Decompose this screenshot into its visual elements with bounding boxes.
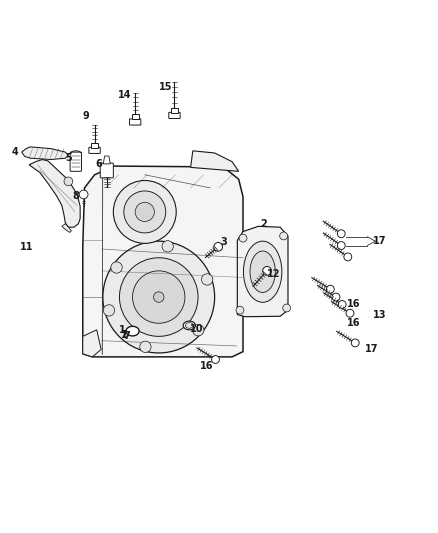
Polygon shape: [83, 166, 243, 357]
Text: 6: 6: [95, 159, 102, 169]
Polygon shape: [191, 151, 239, 171]
Text: 11: 11: [20, 242, 34, 252]
Circle shape: [103, 305, 115, 316]
Polygon shape: [29, 159, 80, 227]
Circle shape: [283, 304, 290, 312]
Circle shape: [201, 274, 213, 285]
FancyBboxPatch shape: [130, 119, 141, 125]
Circle shape: [120, 258, 198, 336]
Ellipse shape: [126, 326, 139, 336]
Circle shape: [162, 240, 173, 252]
Circle shape: [140, 341, 151, 352]
Text: 17: 17: [365, 344, 378, 353]
Polygon shape: [62, 224, 71, 232]
Text: 12: 12: [267, 269, 280, 279]
Circle shape: [351, 339, 359, 347]
Circle shape: [337, 241, 345, 249]
Text: 7: 7: [123, 332, 130, 341]
FancyBboxPatch shape: [89, 147, 100, 154]
Text: 17: 17: [373, 236, 386, 246]
Text: 7: 7: [120, 330, 127, 341]
Polygon shape: [237, 227, 288, 317]
Text: 13: 13: [373, 310, 386, 320]
Text: 16: 16: [200, 361, 213, 371]
Circle shape: [111, 262, 122, 273]
Text: 8: 8: [72, 191, 79, 201]
FancyBboxPatch shape: [169, 112, 180, 118]
Text: 16: 16: [347, 300, 360, 310]
Circle shape: [212, 356, 219, 364]
FancyBboxPatch shape: [70, 152, 81, 171]
FancyBboxPatch shape: [171, 108, 178, 113]
Circle shape: [346, 309, 354, 317]
Text: 14: 14: [118, 91, 132, 100]
Circle shape: [103, 241, 215, 353]
Text: 10: 10: [190, 325, 203, 334]
Polygon shape: [21, 147, 68, 159]
Circle shape: [263, 266, 272, 275]
Text: 3: 3: [220, 238, 227, 247]
Circle shape: [326, 285, 334, 293]
Circle shape: [236, 306, 244, 314]
Circle shape: [344, 253, 352, 261]
Text: 2: 2: [260, 219, 267, 229]
Ellipse shape: [250, 251, 276, 293]
Ellipse shape: [183, 321, 195, 330]
Circle shape: [135, 203, 154, 222]
Ellipse shape: [244, 241, 282, 302]
Circle shape: [332, 293, 340, 301]
FancyBboxPatch shape: [132, 114, 139, 119]
Text: 16: 16: [347, 318, 360, 328]
FancyBboxPatch shape: [100, 163, 113, 178]
Circle shape: [280, 232, 288, 240]
Circle shape: [124, 191, 166, 233]
Text: 5: 5: [65, 153, 72, 163]
Circle shape: [133, 271, 185, 323]
Circle shape: [153, 292, 164, 302]
Text: 4: 4: [12, 147, 18, 157]
Circle shape: [337, 230, 345, 238]
Polygon shape: [103, 156, 110, 164]
Text: 15: 15: [159, 83, 173, 93]
Circle shape: [64, 177, 73, 185]
Circle shape: [338, 301, 346, 309]
Text: 9: 9: [82, 111, 89, 121]
Ellipse shape: [185, 322, 193, 328]
FancyBboxPatch shape: [91, 142, 98, 148]
Circle shape: [113, 181, 176, 244]
Text: 1: 1: [120, 330, 127, 341]
Circle shape: [239, 234, 247, 242]
Text: 1: 1: [119, 325, 125, 335]
Circle shape: [193, 325, 204, 336]
Circle shape: [214, 243, 223, 251]
Polygon shape: [83, 330, 101, 357]
Circle shape: [79, 190, 88, 199]
